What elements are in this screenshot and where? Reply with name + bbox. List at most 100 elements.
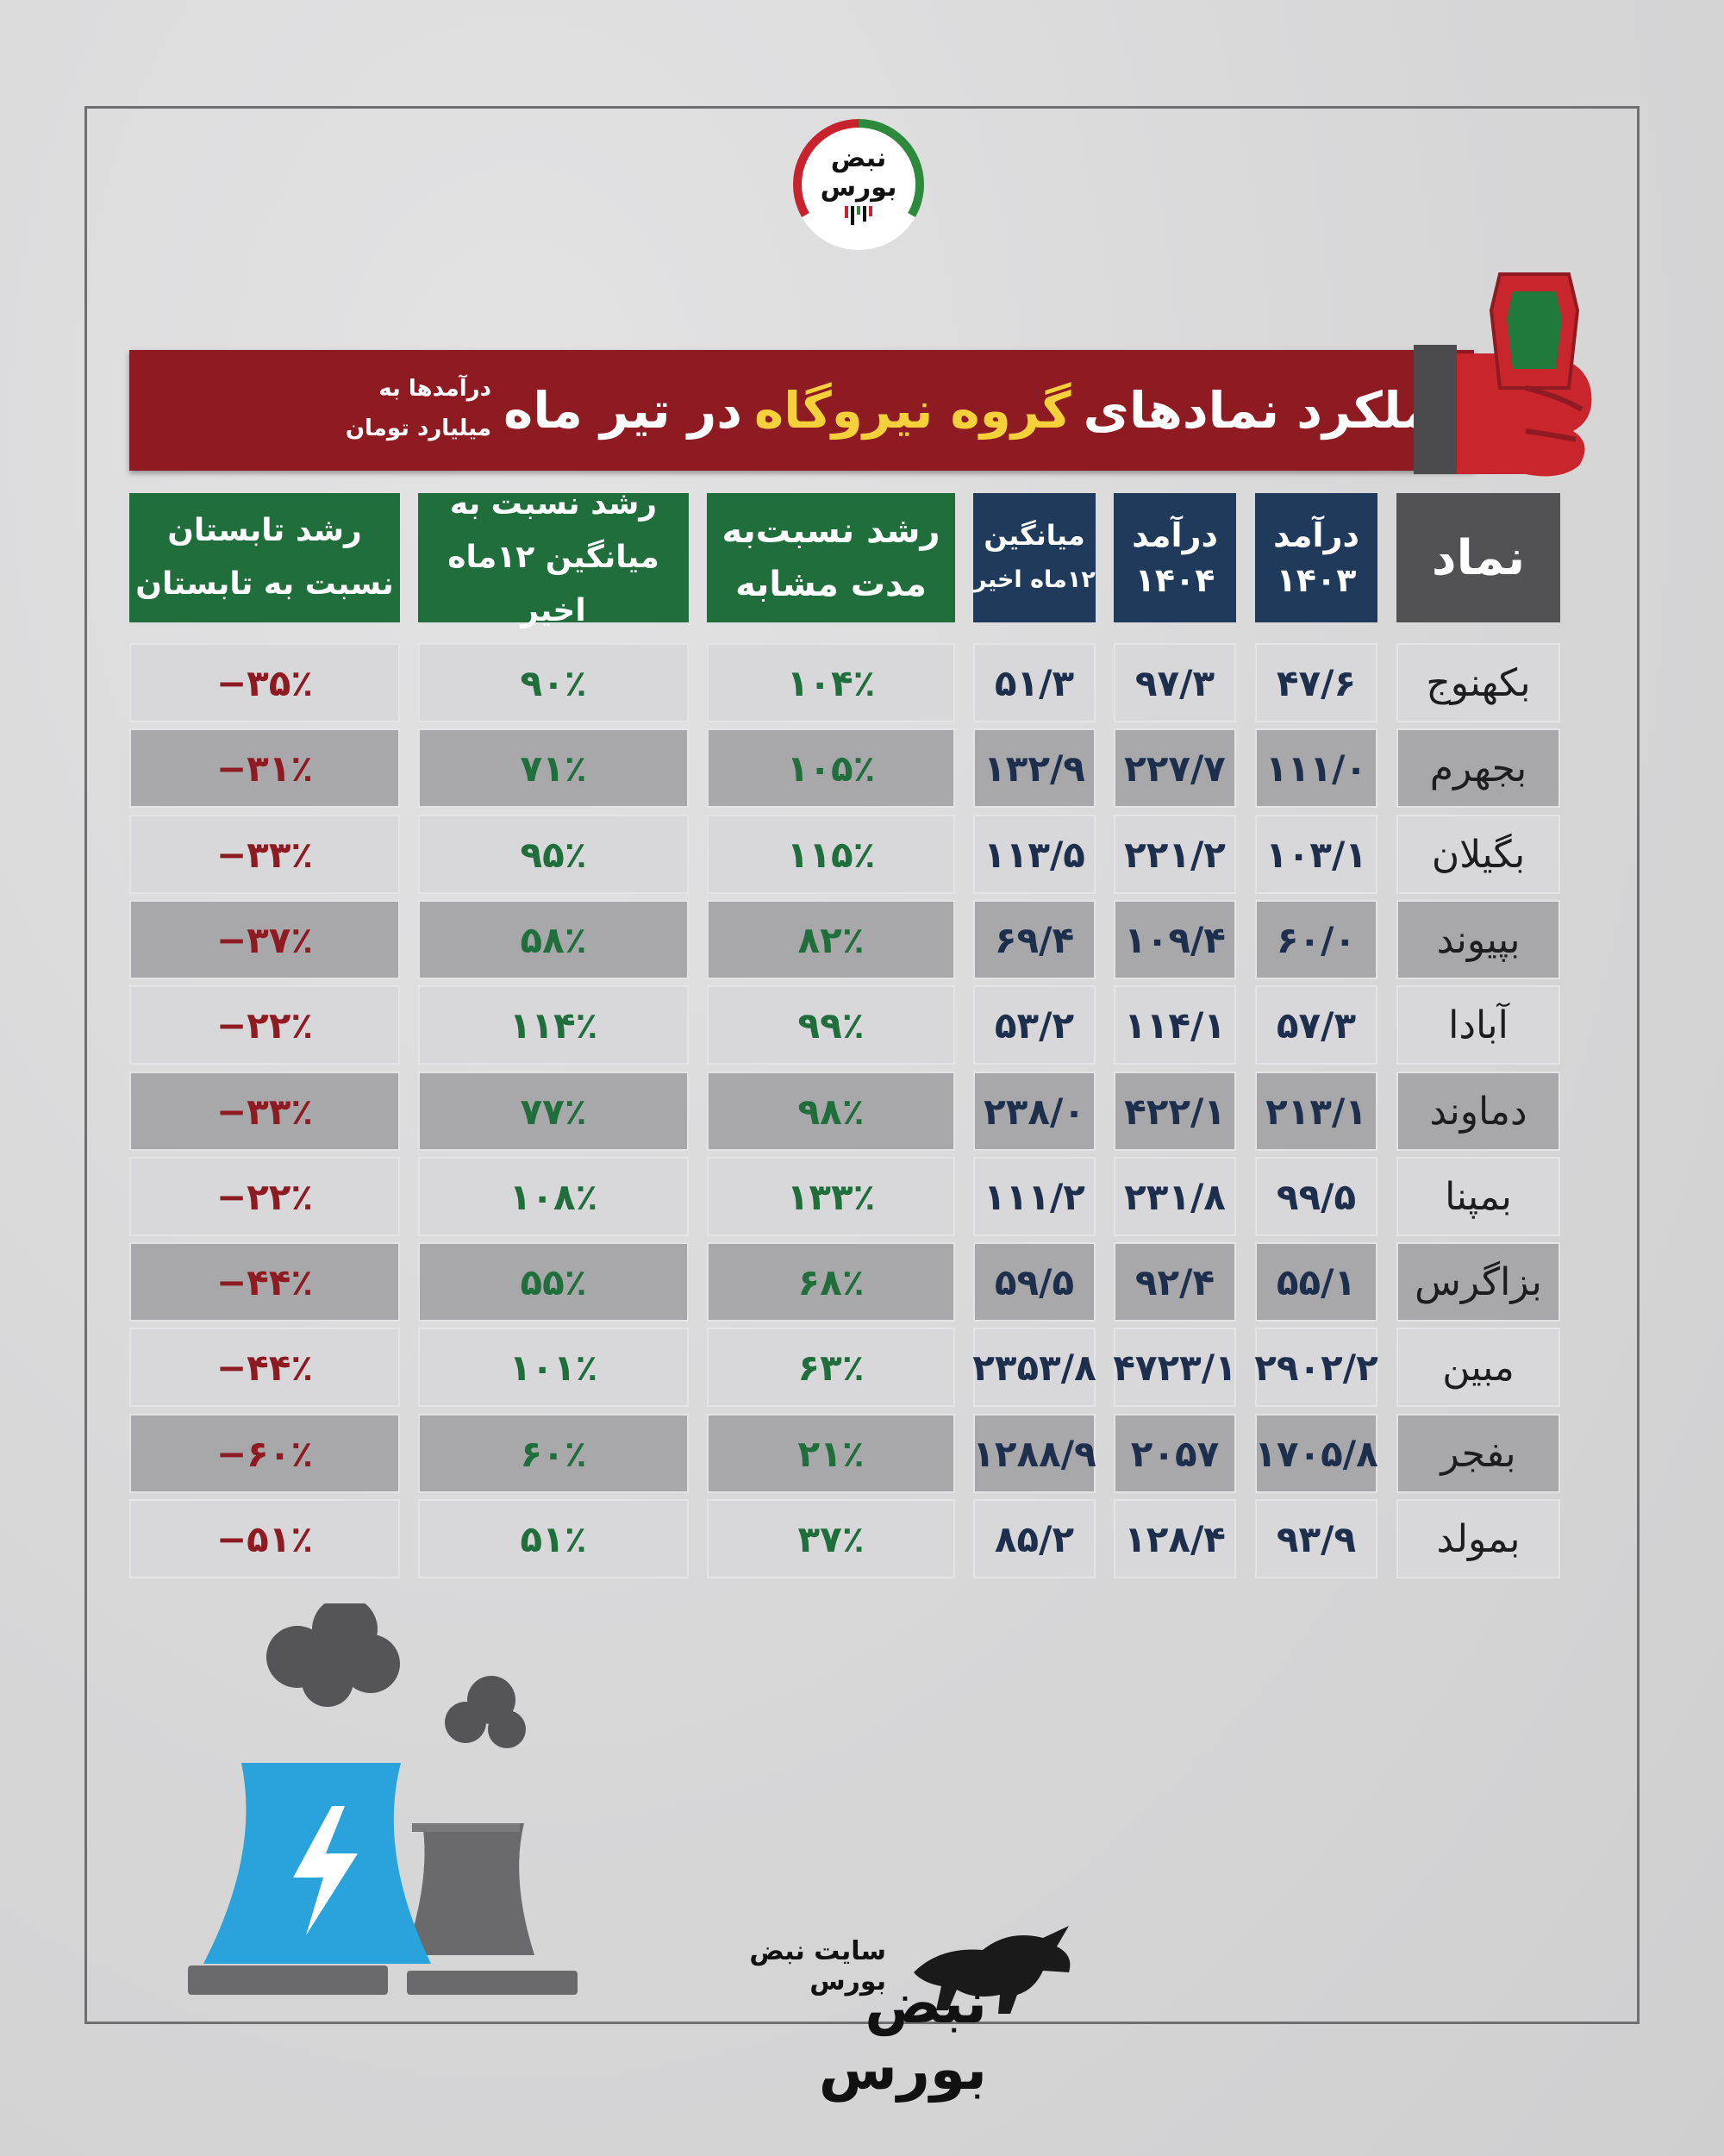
cell-gavg: ۱۱۴٪ [418,985,689,1065]
cell-avg: ۵۹/۵ [973,1242,1096,1322]
cell-avg: ۱۲۸۸/۹ [972,1414,1096,1493]
cell-symbol: آبادا [1396,985,1560,1065]
cell-symbol: بمولد [1396,1499,1560,1578]
cell-avg: ۲۳۸/۰ [973,1072,1096,1151]
cell-rev1403: ۶۰/۰ [1255,900,1377,979]
header-symbol-label: نماد [1431,529,1526,586]
cell-symbol: بفجر [1396,1414,1560,1493]
cell-rev1403: ۹۹/۵ [1255,1157,1377,1236]
logo-text-line2: بورس [820,172,897,203]
brand-logo-inner: نبض بورس [802,128,915,241]
cell-gsame: ۱۰۵٪ [707,728,955,808]
cell-gavg: ۱۰۸٪ [418,1157,689,1236]
cell-avg: ۵۱/۳ [973,643,1096,722]
cell-gsum: −۳۱٪ [129,728,400,808]
header-rev1403-line1: درآمد [1273,516,1359,554]
unit-note-line2: میلیارد تومان [345,416,491,441]
power-plant-icon [188,1603,578,1995]
cell-rev1403: ۵۵/۱ [1255,1242,1377,1322]
cell-avg: ۱۱۱/۲ [973,1157,1096,1236]
cell-rev1404: ۲۳۱/۸ [1114,1157,1236,1236]
cell-avg: ۵۳/۲ [973,985,1096,1065]
cell-gsame: ۶۳٪ [707,1328,955,1407]
cell-rev1404: ۱۲۸/۴ [1114,1499,1236,1578]
header-avg-line2: ۱۲ماه اخیر [973,566,1096,593]
header-growth-summer-line1: رشد تابستان [167,513,362,548]
header-growth-summer: رشد تابستان نسبت به تابستان [129,493,400,622]
cell-rev1403: ۱۰۳/۱ [1255,815,1377,894]
header-symbol: نماد [1396,493,1560,622]
cell-symbol: بپیوند [1396,900,1560,979]
logo-bars-icon [845,206,872,225]
cell-symbol: بجهرم [1396,728,1560,808]
title-part-1: عملکرد نمادهای [1083,381,1471,440]
cell-rev1404: ۴۲۲/۱ [1114,1072,1236,1151]
header-growth-avg-line2: میانگین ۱۲ماه اخیر [447,540,659,628]
header-growth-vs-avg: رشد نسبت به میانگین ۱۲ماه اخیر [418,486,689,628]
bull-icon [914,1926,1071,2014]
cell-gavg: ۷۷٪ [418,1072,689,1151]
header-rev1403: درآمد ۱۴۰۳ [1255,493,1377,622]
cell-rev1404: ۲۲۷/۷ [1114,728,1236,808]
cell-gavg: ۶۰٪ [418,1414,689,1493]
cell-rev1403: ۲۱۳/۱ [1255,1072,1377,1151]
cell-symbol: دماوند [1396,1072,1560,1151]
cell-gsame: ۸۲٪ [707,900,955,979]
page-title: عملکرد نمادهای گروه نیروگاه در تیر ماه [503,350,1471,471]
cell-gavg: ۵۵٪ [418,1242,689,1322]
header-rev1404-line2: ۱۴۰۴ [1134,561,1215,599]
cell-gsum: −۳۳٪ [129,815,400,894]
cell-gsum: −۴۴٪ [129,1242,400,1322]
cell-gsame: ۱۰۴٪ [707,643,955,722]
cell-gsame: ۹۸٪ [707,1072,955,1151]
title-highlight: گروه نیروگاه [754,381,1071,440]
cell-avg: ۶۹/۴ [973,900,1096,979]
title-banner: عملکرد نمادهای گروه نیروگاه در تیر ماه د… [129,350,1474,471]
unit-note: درآمدها به میلیارد تومان [345,369,491,448]
header-rev1403-line2: ۱۴۰۳ [1276,561,1357,599]
unit-note-line1: درآمدها به [378,376,491,402]
cell-rev1404: ۱۱۴/۱ [1114,985,1236,1065]
cell-symbol: بگیلان [1396,815,1560,894]
cell-gsum: −۵۱٪ [129,1499,400,1578]
cell-gsame: ۱۱۵٪ [707,815,955,894]
cell-rev1404: ۹۷/۳ [1114,643,1236,722]
header-avg-line1: میانگین [984,519,1085,552]
cell-gsum: −۳۵٪ [129,643,400,722]
title-part-2: در تیر ماه [503,381,743,440]
cell-gsum: −۲۲٪ [129,1157,400,1236]
cell-gavg: ۹۵٪ [418,815,689,894]
header-growth-same-line2: مدت مشابه [735,565,927,604]
cell-gsame: ۲۱٪ [707,1414,955,1493]
cell-rev1403: ۹۳/۹ [1255,1499,1377,1578]
cell-gsame: ۶۸٪ [707,1242,955,1322]
cell-rev1403: ۱۱۱/۰ [1255,728,1377,808]
footer-site-label: سایت نبض بورس [749,1936,886,1997]
cell-rev1404: ۲۲۱/۲ [1114,815,1236,894]
brand-logo: نبض بورس [793,119,924,250]
cell-gsame: ۱۳۳٪ [707,1157,955,1236]
cell-rev1404: ۹۲/۴ [1114,1242,1236,1322]
cell-rev1404: ۱۰۹/۴ [1114,900,1236,979]
cell-gsum: −۳۳٪ [129,1072,400,1151]
cell-symbol: بزاگرس [1396,1242,1560,1322]
cell-rev1403: ۵۷/۳ [1255,985,1377,1065]
page-frame [84,106,1640,2024]
cell-avg: ۲۳۵۳/۸ [972,1328,1096,1407]
header-rev1404: درآمد ۱۴۰۴ [1114,493,1236,622]
cell-gsum: −۴۴٪ [129,1328,400,1407]
cell-gsum: −۳۷٪ [129,900,400,979]
cell-gavg: ۵۸٪ [418,900,689,979]
cell-gavg: ۵۱٪ [418,1499,689,1578]
cell-gsame: ۹۹٪ [707,985,955,1065]
header-avg: میانگین ۱۲ماه اخیر [973,493,1096,622]
hand-holding-ticket-icon [1414,272,1592,477]
cell-rev1403: ۱۷۰۵/۸ [1254,1414,1378,1493]
cell-symbol: بمپنا [1396,1157,1560,1236]
logo-text-line1: نبض [830,143,887,173]
header-growth-same-line1: رشد نسبت‌به [721,511,940,551]
cell-gavg: ۷۱٪ [418,728,689,808]
cell-symbol: بکهنوج [1396,643,1560,722]
cell-symbol: مبین [1396,1328,1560,1407]
cell-gavg: ۱۰۱٪ [418,1328,689,1407]
